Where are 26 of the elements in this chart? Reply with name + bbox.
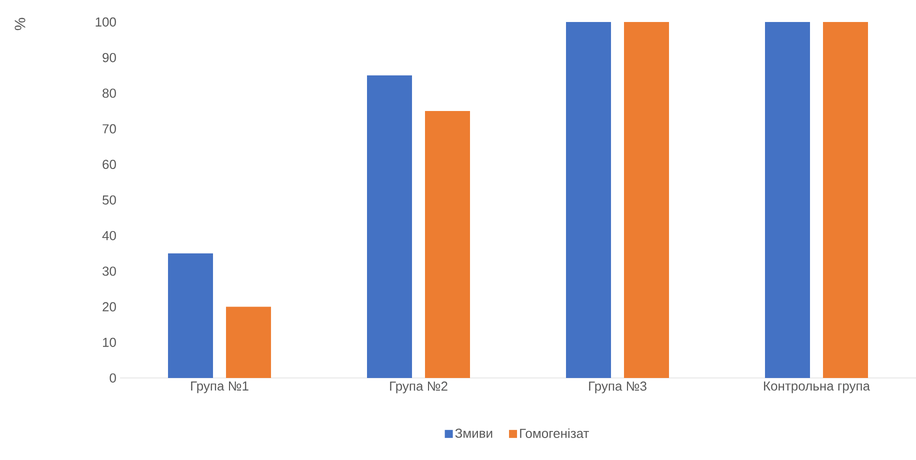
y-tick-label: 90 [102,52,116,62]
y-tick-label: 60 [102,160,116,169]
legend-label: Гомогенізат [520,428,589,438]
bar [566,22,611,378]
y-tick-label: 0 [110,373,116,383]
bar [822,22,868,378]
bar [168,253,214,378]
legend-label: Змиви [455,428,492,438]
y-axis-title: % [14,18,26,30]
bar [226,306,272,378]
bar [624,22,669,378]
x-tick-label: Група №1 [191,382,248,394]
bar [764,22,810,378]
y-tick-label: 10 [103,338,116,347]
y-tick-label: 40 [102,230,116,240]
y-tick-label: 50 [102,195,116,205]
y-tick-label: 70 [102,124,116,134]
x-tick-label: Група №2 [390,382,448,394]
bar [367,75,412,378]
y-tick-label: 80 [102,88,116,98]
bar [425,110,470,378]
x-tick-label: Контрольна група [764,382,870,394]
y-tick-label: 100 [96,17,116,27]
y-tick-label: 20 [102,302,116,312]
x-tick-label: Група №3 [589,382,646,394]
y-tick-label: 30 [102,266,116,276]
